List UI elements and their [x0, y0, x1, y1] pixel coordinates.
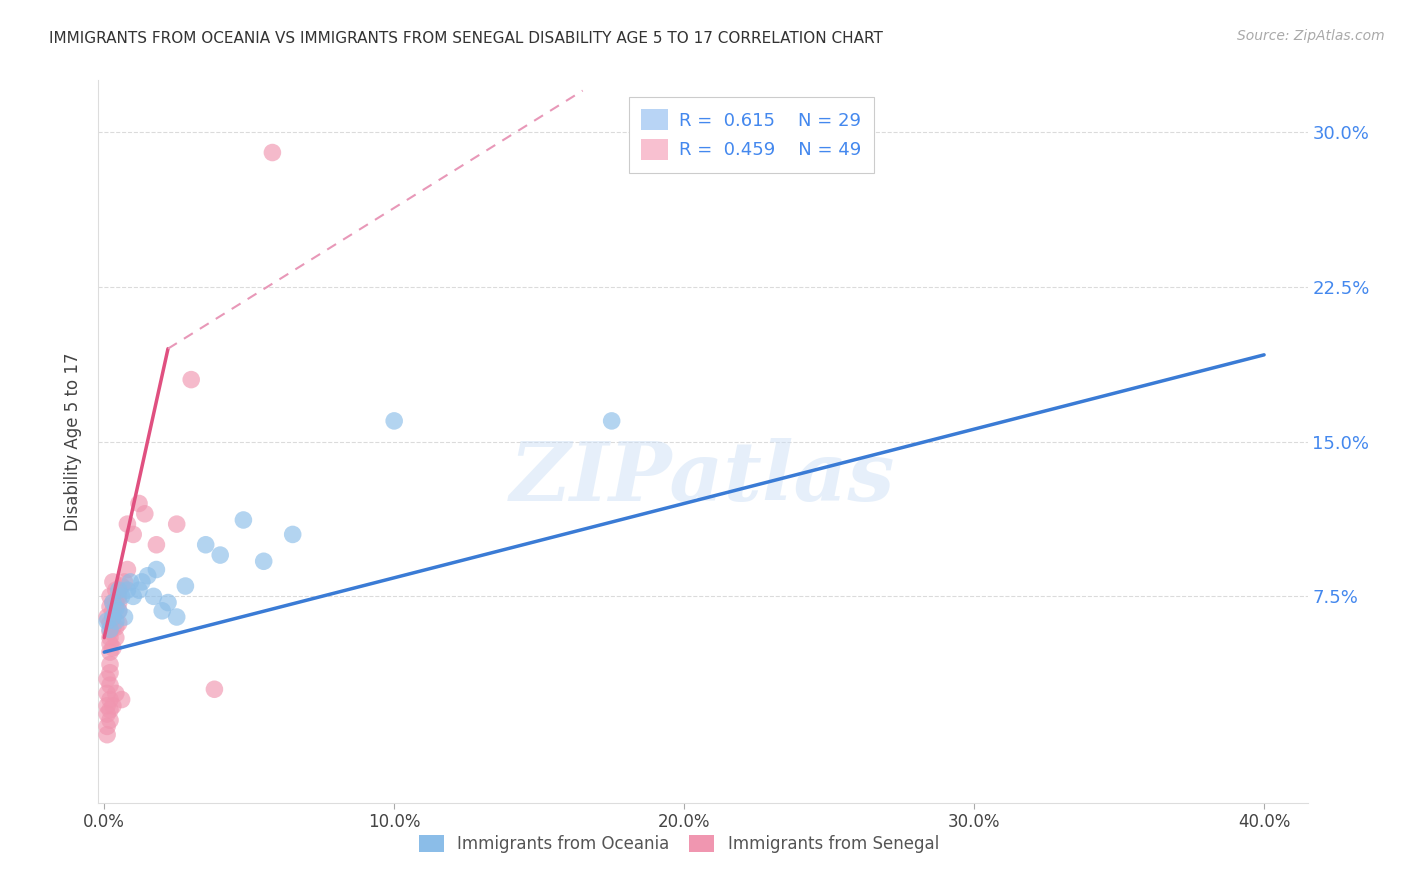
Y-axis label: Disability Age 5 to 17: Disability Age 5 to 17 — [65, 352, 83, 531]
Point — [107, 590, 129, 604]
Point — [209, 548, 232, 562]
Point — [96, 698, 118, 713]
Point — [128, 583, 150, 598]
Point — [104, 614, 127, 628]
Point — [101, 610, 124, 624]
Point — [98, 637, 121, 651]
Point — [180, 373, 202, 387]
Point — [101, 596, 124, 610]
Point — [382, 414, 405, 428]
Point — [117, 517, 139, 532]
Point — [98, 616, 121, 631]
Point — [107, 596, 129, 610]
Point — [96, 706, 118, 721]
Point — [117, 562, 139, 576]
Point — [98, 713, 121, 727]
Point — [202, 682, 225, 697]
Point — [134, 507, 156, 521]
Point — [104, 686, 127, 700]
Point — [128, 496, 150, 510]
Point — [98, 590, 121, 604]
Point — [101, 610, 124, 624]
Point — [101, 596, 124, 610]
Point — [104, 631, 127, 645]
Point — [107, 604, 129, 618]
Point — [101, 640, 124, 655]
Point — [110, 590, 132, 604]
Point — [232, 513, 254, 527]
Point — [107, 583, 129, 598]
Point — [142, 590, 165, 604]
Point — [114, 610, 136, 624]
Text: ZIPatlas: ZIPatlas — [510, 438, 896, 517]
Point — [136, 568, 159, 582]
Point — [150, 604, 173, 618]
Point — [156, 596, 179, 610]
Point — [98, 623, 121, 637]
Point — [104, 601, 127, 615]
Point — [281, 527, 304, 541]
Point — [122, 527, 145, 541]
Point — [98, 631, 121, 645]
Point — [114, 574, 136, 589]
Point — [98, 599, 121, 614]
Legend: Immigrants from Oceania, Immigrants from Senegal: Immigrants from Oceania, Immigrants from… — [412, 828, 946, 860]
Point — [96, 686, 118, 700]
Point — [101, 604, 124, 618]
Point — [117, 583, 139, 598]
Point — [120, 574, 142, 589]
Point — [104, 596, 127, 610]
Point — [96, 728, 118, 742]
Point — [98, 645, 121, 659]
Point — [96, 672, 118, 686]
Point — [101, 574, 124, 589]
Point — [101, 620, 124, 634]
Point — [145, 562, 167, 576]
Point — [104, 620, 127, 634]
Point — [166, 517, 188, 532]
Point — [98, 678, 121, 692]
Point — [107, 604, 129, 618]
Point — [110, 692, 132, 706]
Point — [98, 657, 121, 672]
Point — [110, 579, 132, 593]
Point — [107, 616, 129, 631]
Point — [262, 145, 284, 160]
Point — [96, 719, 118, 733]
Text: Source: ZipAtlas.com: Source: ZipAtlas.com — [1237, 29, 1385, 43]
Point — [98, 624, 121, 639]
Point — [194, 538, 217, 552]
Point — [600, 414, 623, 428]
Point — [101, 698, 124, 713]
Point — [96, 614, 118, 628]
Point — [98, 703, 121, 717]
Point — [145, 538, 167, 552]
Point — [122, 590, 145, 604]
Point — [98, 692, 121, 706]
Point — [253, 554, 276, 568]
Point — [98, 665, 121, 680]
Point — [131, 574, 153, 589]
Point — [104, 583, 127, 598]
Text: IMMIGRANTS FROM OCEANIA VS IMMIGRANTS FROM SENEGAL DISABILITY AGE 5 TO 17 CORREL: IMMIGRANTS FROM OCEANIA VS IMMIGRANTS FR… — [49, 31, 883, 46]
Point — [174, 579, 197, 593]
Point — [166, 610, 188, 624]
Point — [96, 610, 118, 624]
